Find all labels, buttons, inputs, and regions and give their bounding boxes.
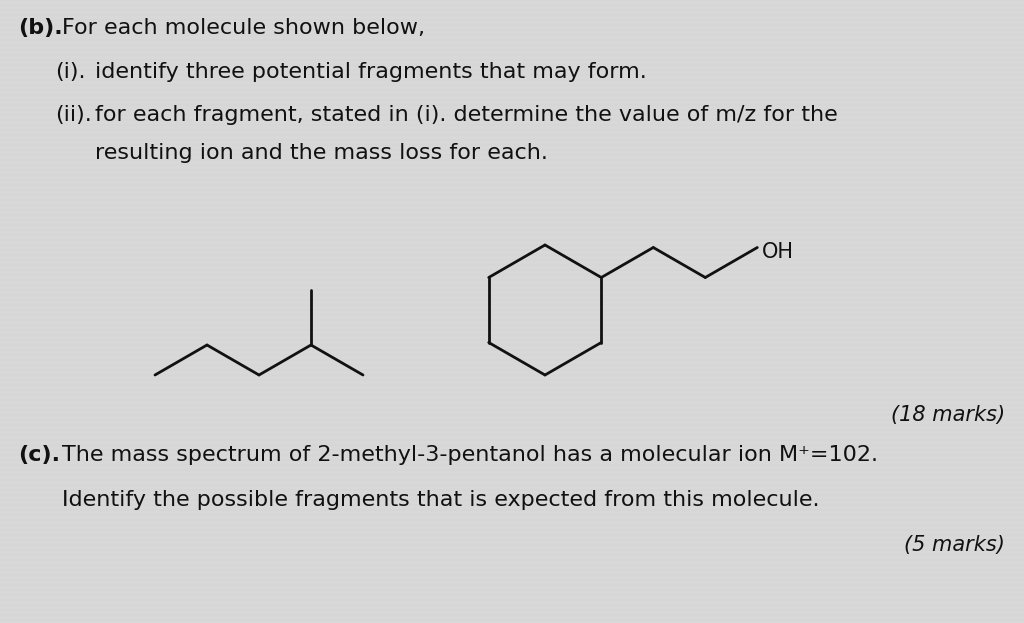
Text: resulting ion and the mass loss for each.: resulting ion and the mass loss for each…: [95, 143, 548, 163]
Text: (b).: (b).: [18, 18, 62, 38]
Text: Identify the possible fragments that is expected from this molecule.: Identify the possible fragments that is …: [62, 490, 819, 510]
Text: For each molecule shown below,: For each molecule shown below,: [62, 18, 425, 38]
Text: The mass spectrum of 2-methyl-3-pentanol has a molecular ion M⁺=102.: The mass spectrum of 2-methyl-3-pentanol…: [62, 445, 878, 465]
Text: (ii).: (ii).: [55, 105, 92, 125]
Text: identify three potential fragments that may form.: identify three potential fragments that …: [95, 62, 647, 82]
Text: for each fragment, stated in (i). determine the value of m/z for the: for each fragment, stated in (i). determ…: [95, 105, 838, 125]
Text: (i).: (i).: [55, 62, 85, 82]
Text: (18 marks): (18 marks): [891, 405, 1005, 425]
Text: (c).: (c).: [18, 445, 60, 465]
Text: (5 marks): (5 marks): [904, 535, 1005, 555]
Text: OH: OH: [762, 242, 795, 262]
